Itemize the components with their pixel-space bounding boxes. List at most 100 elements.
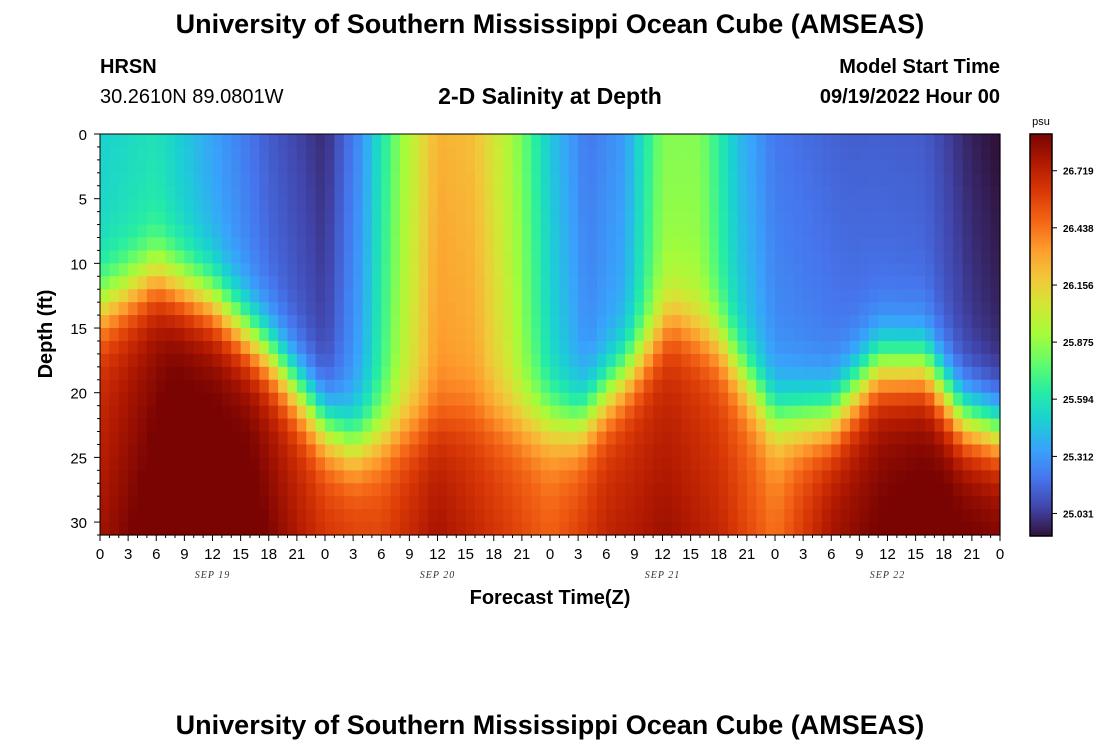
heatmap-cell <box>718 185 729 200</box>
heatmap-cell <box>231 134 242 148</box>
heatmap-cell <box>400 198 410 213</box>
heatmap-cell <box>803 250 814 264</box>
heatmap-cell <box>296 159 307 174</box>
heatmap-cell <box>709 353 720 368</box>
heatmap-cell <box>971 340 982 355</box>
heatmap-cell <box>306 470 317 484</box>
heatmap-cell <box>737 431 748 446</box>
heatmap-cell <box>812 522 823 536</box>
heatmap-cell <box>953 263 964 277</box>
heatmap-cell <box>259 250 270 264</box>
heatmap-cell <box>878 470 889 484</box>
heatmap-cell <box>409 470 420 484</box>
heatmap-cell <box>109 509 120 523</box>
heatmap-cell <box>531 224 542 239</box>
heatmap-cell <box>540 263 551 277</box>
heatmap-cell <box>925 457 935 471</box>
heatmap-cell <box>718 211 729 226</box>
heatmap-cell <box>325 328 335 342</box>
heatmap-cell <box>278 302 289 316</box>
heatmap-cell <box>278 185 289 200</box>
heatmap-cell <box>550 237 560 252</box>
heatmap-cell <box>550 522 560 536</box>
heatmap-cell <box>578 418 589 433</box>
heatmap-cell <box>446 457 457 471</box>
heatmap-cell <box>746 340 757 355</box>
colorbar-label: 26.438 <box>1063 224 1094 235</box>
heatmap-cell <box>784 405 795 420</box>
heatmap-cell <box>456 198 467 213</box>
heatmap-cell <box>896 483 907 497</box>
heatmap-cell <box>240 509 251 523</box>
heatmap-cell <box>193 146 204 161</box>
heatmap-cell <box>953 198 964 213</box>
heatmap-cell <box>128 289 139 303</box>
heatmap-cell <box>690 198 701 213</box>
heatmap-cell <box>850 237 860 252</box>
heatmap-cell <box>165 328 176 342</box>
heatmap-cell <box>400 366 410 381</box>
heatmap-cell <box>456 418 467 433</box>
heatmap-cell <box>362 509 373 523</box>
heatmap-cell <box>765 444 776 458</box>
heatmap-cell <box>287 198 298 213</box>
heatmap-cell <box>784 457 795 471</box>
heatmap-cell <box>296 379 307 394</box>
heatmap-cell <box>250 315 260 329</box>
heatmap-cell <box>409 509 420 523</box>
heatmap-cell <box>990 405 1001 420</box>
heatmap-cell <box>746 457 757 471</box>
heatmap-cell <box>259 522 270 536</box>
heatmap-cell <box>746 405 757 420</box>
heatmap-cell <box>662 237 673 252</box>
heatmap-cell <box>362 198 373 213</box>
heatmap-cell <box>681 366 692 381</box>
heatmap-cell <box>671 315 682 329</box>
heatmap-cell <box>578 379 589 394</box>
heatmap-cell <box>765 328 776 342</box>
heatmap-cell <box>315 250 326 264</box>
heatmap-cell <box>446 134 457 148</box>
heatmap-cell <box>203 496 214 510</box>
heatmap-cell <box>887 379 898 394</box>
heatmap-cell <box>334 224 345 239</box>
heatmap-cell <box>165 146 176 161</box>
heatmap-cell <box>287 237 298 252</box>
heatmap-cell <box>634 224 645 239</box>
heatmap-cell <box>625 405 635 420</box>
heatmap-cell <box>690 315 701 329</box>
heatmap-cell <box>437 198 448 213</box>
heatmap-cell <box>775 134 785 148</box>
heatmap-cell <box>934 379 945 394</box>
heatmap-cell <box>550 172 560 187</box>
colorbar-label: 25.312 <box>1063 452 1094 463</box>
heatmap-cell <box>175 509 185 523</box>
heatmap-cell <box>606 237 617 252</box>
heatmap-cell <box>531 444 542 458</box>
heatmap-cell <box>690 211 701 226</box>
heatmap-cell <box>681 431 692 446</box>
heatmap-cell <box>240 483 251 497</box>
heatmap-cell <box>221 509 232 523</box>
heatmap-cell <box>662 470 673 484</box>
heatmap-cell <box>746 418 757 433</box>
heatmap-cell <box>596 353 607 368</box>
heatmap-cell <box>193 379 204 394</box>
heatmap-cell <box>831 159 842 174</box>
heatmap-cell <box>118 431 129 446</box>
heatmap-cell <box>268 457 279 471</box>
heatmap-cell <box>812 159 823 174</box>
heatmap-cell <box>784 250 795 264</box>
heatmap-cell <box>146 431 157 446</box>
heatmap-cell <box>493 198 504 213</box>
heatmap-cell <box>765 483 776 497</box>
heatmap-cell <box>334 237 345 252</box>
heatmap-cell <box>859 146 870 161</box>
heatmap-cell <box>193 522 204 536</box>
heatmap-cell <box>596 496 607 510</box>
heatmap-cell <box>221 185 232 200</box>
heatmap-cell <box>203 302 214 316</box>
heatmap-cell <box>465 431 476 446</box>
heatmap-cell <box>137 302 148 316</box>
heatmap-cell <box>784 224 795 239</box>
